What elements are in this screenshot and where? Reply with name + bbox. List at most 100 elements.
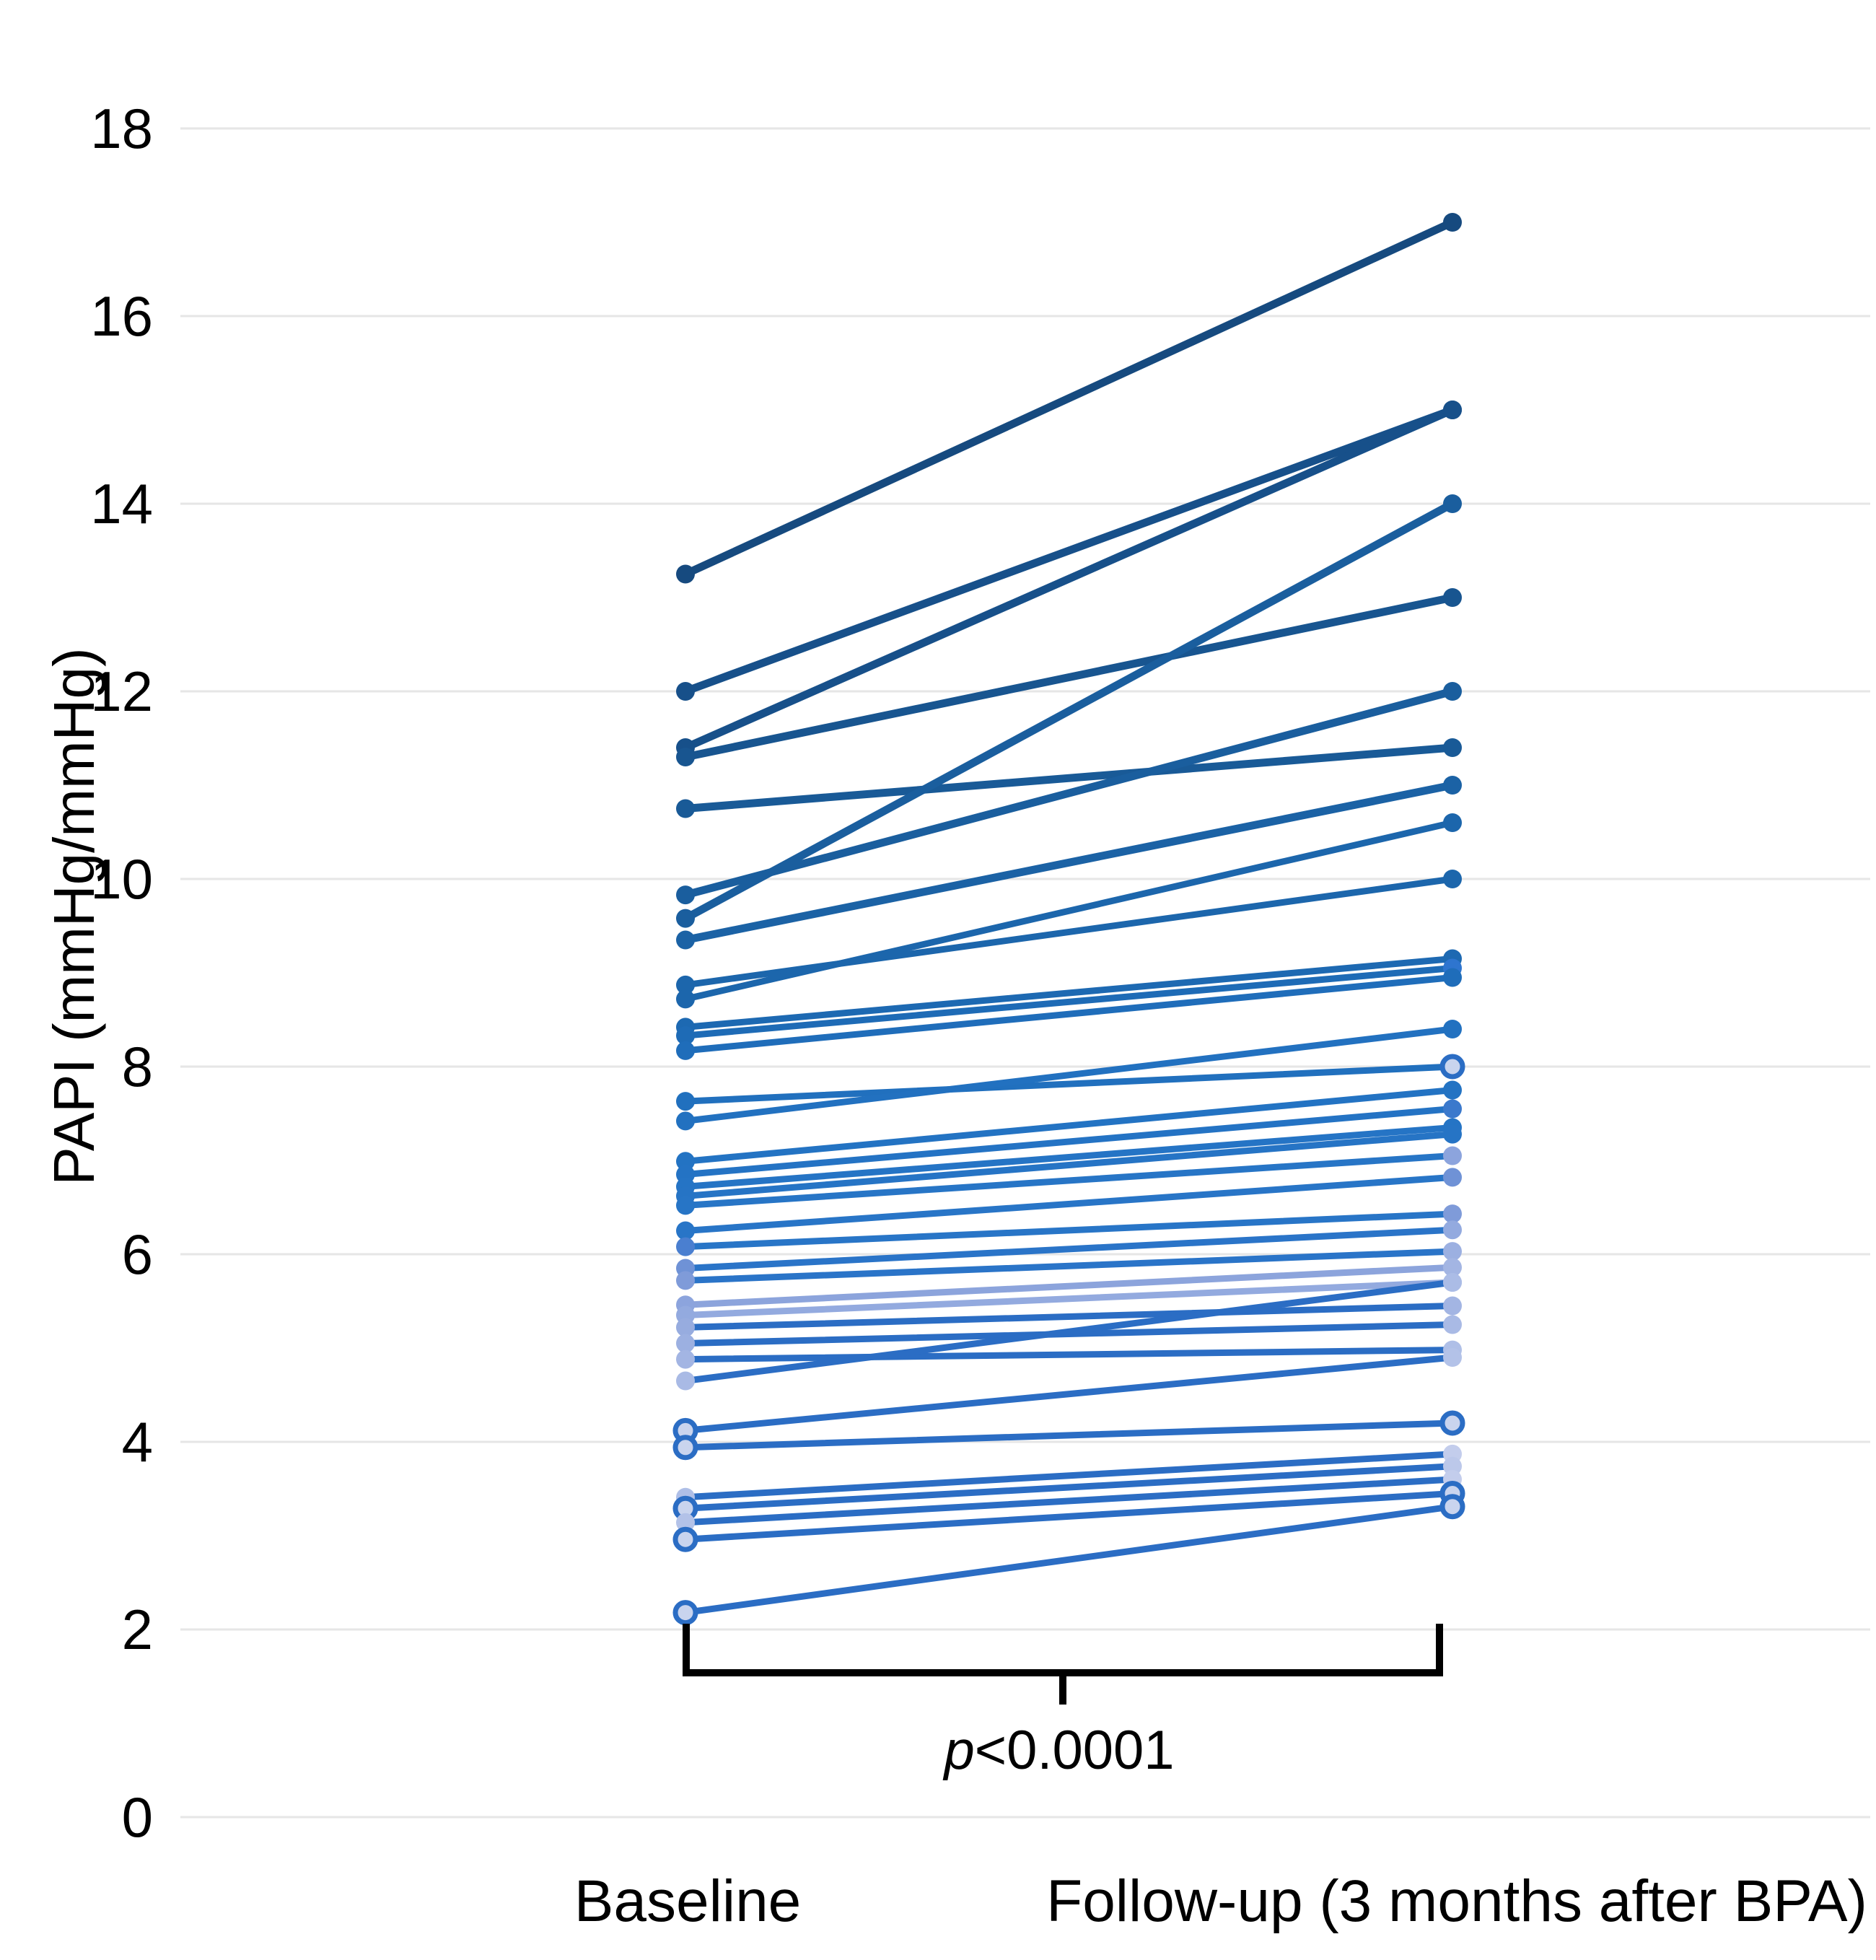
pair-line: [682, 1279, 1456, 1384]
y-tick-label: 10: [90, 847, 153, 911]
followup-dot: [1443, 1020, 1462, 1038]
pair-line: [682, 819, 1456, 1002]
followup-dot: [1443, 1146, 1462, 1165]
followup-dot: [1443, 813, 1462, 832]
y-tick-label: 14: [90, 472, 153, 535]
p-value-number: <0.0001: [974, 1720, 1175, 1781]
pair-line: [682, 1279, 1456, 1318]
pair-line: [681, 743, 1457, 813]
baseline-dot: [676, 799, 695, 818]
followup-dot: [1443, 494, 1462, 513]
followup-dot: [1443, 870, 1462, 888]
pair-line: [682, 974, 1456, 1054]
p-value-symbol: p: [944, 1720, 975, 1781]
baseline-dot-ring: [672, 1435, 698, 1461]
followup-dot: [1443, 588, 1462, 607]
pair-line: [682, 1354, 1456, 1434]
pair-line: [681, 406, 1457, 752]
x-label-baseline: Baseline: [574, 1868, 802, 1934]
followup-dot: [1443, 1080, 1462, 1100]
baseline-dot-ring: [672, 1600, 698, 1626]
baseline-dot-ring: [672, 1526, 698, 1552]
baseline-dot: [676, 1318, 695, 1337]
pair-line: [682, 1248, 1456, 1284]
pair-line: [682, 1347, 1456, 1363]
baseline-dot: [676, 1334, 695, 1353]
pair-line: [682, 1490, 1456, 1543]
baseline-dot: [676, 1221, 695, 1241]
followup-dot: [1443, 1296, 1462, 1316]
y-tick-label: 6: [121, 1222, 153, 1286]
pair-line: [681, 499, 1457, 923]
pair-line: [681, 593, 1457, 761]
pair-line: [682, 1503, 1456, 1616]
baseline-dot: [676, 1041, 695, 1060]
followup-dot: [1443, 1258, 1462, 1277]
baseline-dot: [676, 930, 695, 950]
followup-dot: [1443, 401, 1462, 419]
followup-dot: [1443, 213, 1462, 232]
followup-dot: [1443, 1220, 1462, 1240]
pair-line: [682, 1264, 1456, 1308]
pair-line: [682, 1173, 1456, 1234]
pair-line: [682, 1025, 1456, 1124]
y-tick-label: 16: [90, 284, 153, 348]
y-tick-label: 12: [90, 660, 153, 723]
y-tick-label: 4: [121, 1410, 153, 1474]
pair-line: [682, 1451, 1456, 1501]
pair-line: [682, 1087, 1456, 1165]
y-axis-title: PAPI (mmHg/mmHg): [42, 647, 106, 1186]
followup-dot: [1443, 1456, 1462, 1476]
baseline-dot: [676, 1271, 695, 1290]
followup-dot: [1443, 738, 1462, 757]
followup-dot: [1443, 1273, 1462, 1292]
x-label-followup: Follow-up (3 months after BPA): [1046, 1868, 1867, 1934]
pair-line: [681, 218, 1457, 578]
y-tick-label: 8: [121, 1035, 153, 1098]
baseline-dot: [676, 1349, 695, 1369]
pair-line: [681, 781, 1457, 944]
pair-line: [682, 1131, 1456, 1199]
followup-dot: [1443, 1315, 1462, 1334]
baseline-dot: [676, 682, 695, 701]
followup-dot: [1443, 968, 1462, 987]
y-tick-label: 18: [90, 97, 153, 160]
pair-line: [682, 965, 1456, 1039]
baseline-dot: [676, 1152, 695, 1171]
pair-line: [681, 406, 1457, 696]
significance-bracket: [683, 1624, 1443, 1705]
pair-line: [682, 1210, 1456, 1251]
followup-dot: [1443, 1204, 1462, 1224]
followup-dot-ring: [1439, 1054, 1465, 1080]
pair-line: [682, 1303, 1456, 1331]
pair-line: [682, 1152, 1456, 1209]
pair-line: [682, 1463, 1456, 1512]
pair-line: [682, 1226, 1456, 1272]
followup-dot-ring: [1439, 1494, 1465, 1520]
baseline-dot: [676, 989, 695, 1009]
followup-dot: [1443, 776, 1462, 795]
baseline-dot: [676, 1092, 695, 1111]
baseline-dot: [676, 975, 695, 994]
baseline-dot: [676, 1111, 695, 1131]
pair-line: [682, 1063, 1456, 1105]
pair-line: [682, 1124, 1456, 1190]
baseline-dot: [676, 885, 695, 905]
baseline-dot: [676, 1196, 695, 1215]
followup-dot-ring: [1439, 1410, 1465, 1436]
pair-line: [682, 1476, 1456, 1526]
followup-dot: [1443, 682, 1462, 701]
y-tick-label: 2: [121, 1598, 153, 1661]
followup-dot: [1443, 1168, 1462, 1187]
p-value-label: p<0.0001: [944, 1723, 1174, 1778]
pair-line: [681, 687, 1457, 899]
followup-dot: [1443, 1124, 1462, 1144]
pair-line: [682, 1419, 1456, 1451]
baseline-dot: [676, 1513, 695, 1532]
pair-line: [682, 955, 1456, 1031]
baseline-dot: [676, 1371, 695, 1391]
pair-line: [682, 1106, 1456, 1178]
baseline-dot: [676, 1026, 695, 1046]
